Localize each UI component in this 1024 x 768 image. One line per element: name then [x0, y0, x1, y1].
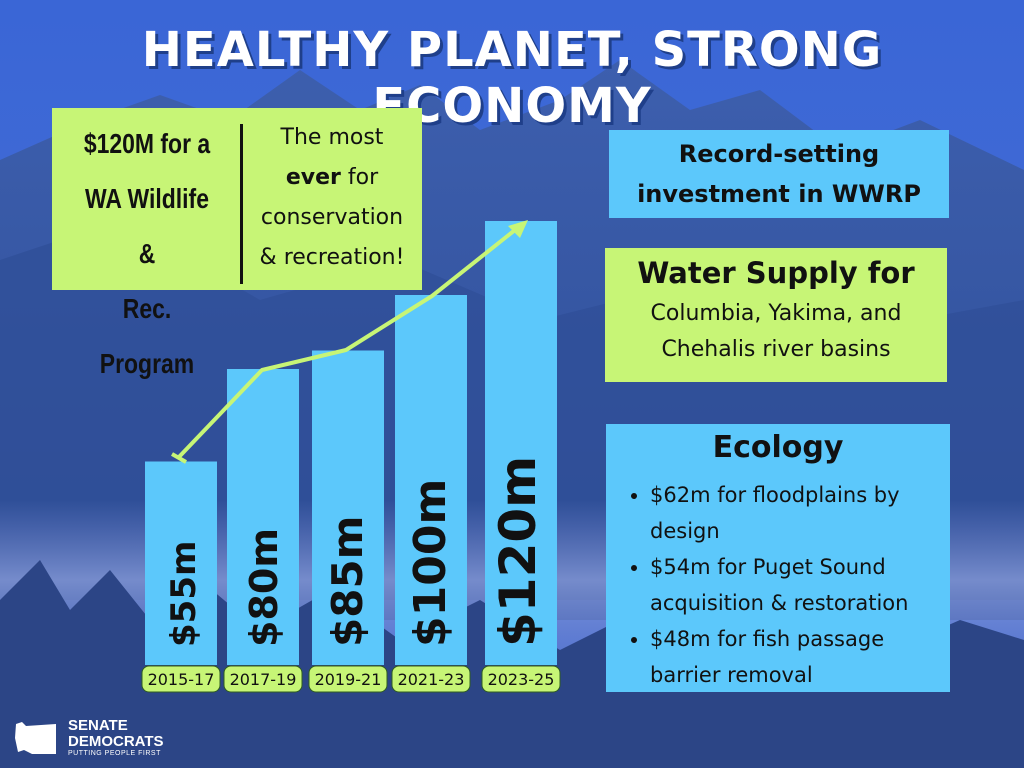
water-line-1: Columbia, Yakima, and	[650, 301, 902, 326]
record-setting-box: Record-setting investment in WWRP	[609, 130, 949, 218]
bar-value-label: $100m	[405, 479, 456, 647]
wwrp-program-note: The most ever for conservation & recreat…	[245, 118, 419, 278]
category-label-box	[141, 665, 221, 693]
record-line-1: Record-setting	[678, 140, 880, 168]
bar-2015-17	[145, 461, 217, 665]
trend-line	[176, 224, 522, 460]
ecology-heading: Ecology	[712, 430, 844, 465]
logo-tagline: PUTTING PEOPLE FIRST	[68, 750, 161, 757]
logo-name: SENATE DEMOCRATS	[68, 718, 164, 750]
wwrp-line-2: WA Wildlife &	[85, 183, 209, 269]
wwrp-program-amount: $120M for a WA Wildlife & Rec. Program	[77, 116, 216, 391]
wwrp-line-1: $120M for a	[83, 128, 211, 159]
note-after-bold: for	[340, 165, 379, 190]
water-supply-box: Water Supply for Columbia, Yakima, and C…	[605, 248, 947, 382]
note-bold-word: ever	[285, 165, 341, 190]
bar-2023-25	[485, 221, 557, 665]
logo-line-2: DEMOCRATS	[68, 733, 164, 750]
note-line-3: conservation	[260, 205, 404, 230]
bar-value-label: $55m	[164, 541, 204, 647]
water-supply-text: Columbia, Yakima, and Chehalis river bas…	[605, 296, 947, 368]
ecology-list: $62m for floodplains by design $54m for …	[606, 477, 950, 693]
category-label-box	[308, 665, 388, 693]
category-label: 2023-25	[488, 670, 555, 689]
vertical-divider	[240, 124, 243, 284]
bar-2017-19	[227, 369, 299, 665]
note-line-1: The most	[280, 125, 384, 150]
ecology-box: Ecology $62m for floodplains by design $…	[606, 424, 950, 692]
category-label-box	[391, 665, 471, 693]
trend-arrow-head	[508, 220, 528, 238]
water-line-2: Chehalis river basins	[661, 337, 891, 362]
trend-line-start-cap	[171, 452, 187, 464]
page-title: HEALTHY PLANET, STRONG ECONOMY	[141, 22, 883, 134]
water-supply-heading: Water Supply for	[637, 256, 915, 290]
ecology-item-fish-passage: $48m for fish passage barrier removal	[650, 621, 950, 693]
ecology-item-puget-sound: $54m for Puget Sound acquisition & resto…	[650, 549, 950, 621]
ecology-item-floodplains: $62m for floodplains by design	[650, 477, 950, 549]
wwrp-line-3: Rec. Program	[99, 293, 195, 379]
bar-value-label: $85m	[323, 516, 372, 647]
senate-democrats-logo: SENATE DEMOCRATS PUTTING PEOPLE FIRST	[12, 718, 172, 762]
washington-state-icon	[15, 722, 56, 754]
note-line-4: & recreation!	[259, 245, 405, 270]
bar-2021-23	[395, 295, 467, 665]
logo-line-1: SENATE	[68, 717, 128, 734]
category-label-box	[223, 665, 303, 693]
category-label: 2021-23	[398, 670, 465, 689]
category-label: 2019-21	[315, 670, 382, 689]
bar-value-label: $120m	[489, 456, 547, 647]
category-label: 2015-17	[148, 670, 215, 689]
bar-2019-21	[312, 350, 384, 665]
bar-value-label: $80m	[242, 528, 286, 647]
category-label-box	[481, 665, 561, 693]
category-label: 2017-19	[230, 670, 297, 689]
record-line-2: investment in WWRP	[637, 180, 921, 208]
wwrp-program-box: $120M for a WA Wildlife & Rec. Program T…	[52, 108, 422, 379]
note-line-2: ever for	[245, 158, 419, 198]
